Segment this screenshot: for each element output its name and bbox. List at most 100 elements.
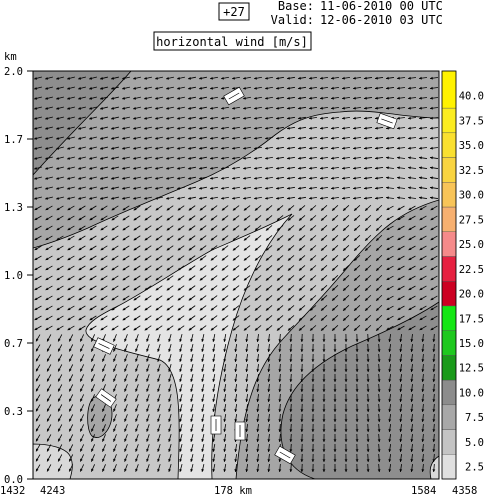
wind-arrow (407, 136, 417, 140)
wind-arrow (190, 394, 194, 402)
wind-arrow (297, 106, 307, 110)
wind-arrow (254, 305, 262, 311)
wind-arrow (221, 325, 229, 331)
wind-arrow (278, 333, 282, 343)
wind-arrow (344, 393, 348, 403)
wind-arrow (286, 186, 296, 190)
wind-arrow (353, 254, 361, 262)
wind-arrow (341, 116, 351, 120)
wind-arrow (209, 176, 219, 180)
wind-arrow (418, 176, 428, 180)
wind-arrow (210, 315, 218, 321)
y-tick-label: 0.0 (4, 474, 23, 486)
wind-arrow (289, 373, 293, 383)
wind-arrow (34, 196, 42, 200)
wind-arrow (146, 354, 150, 362)
wind-arrow (297, 196, 307, 200)
wind-arrow (399, 393, 403, 403)
wind-arrow (78, 186, 86, 190)
wind-arrow (89, 116, 97, 120)
wind-arrow (342, 295, 350, 301)
wind-arrow (144, 146, 152, 150)
wind-arrow (56, 136, 64, 140)
wind-arrow (407, 176, 417, 180)
wind-arrow (331, 225, 339, 231)
wind-arrow (89, 225, 97, 231)
wind-arrow (45, 285, 53, 291)
wind-arrow (421, 373, 425, 383)
wind-arrow (133, 156, 141, 160)
wind-arrow (231, 176, 241, 180)
wind-arrow (56, 76, 64, 80)
wind-arrow (322, 413, 326, 423)
wind-arrow (89, 245, 97, 251)
wind-arrow (231, 106, 241, 110)
wind-arrow (286, 156, 296, 160)
wind-arrow (265, 315, 273, 321)
wind-arrow (133, 176, 141, 180)
wind-arrow (364, 214, 372, 222)
wind-arrow (432, 343, 436, 353)
wind-arrow (432, 333, 436, 343)
wind-arrow (133, 205, 141, 211)
wind-arrow (45, 106, 53, 110)
base-value: 11-06-2010 00 UTC (320, 0, 443, 13)
wind-arrow (242, 96, 252, 100)
wind-arrow (407, 96, 417, 100)
wind-arrow (221, 245, 229, 251)
wind-arrow (242, 136, 252, 140)
wind-arrow (344, 403, 348, 413)
wind-arrow (199, 126, 207, 130)
wind-arrow (308, 136, 318, 140)
wind-arrow (254, 235, 262, 241)
wind-arrow (221, 205, 229, 211)
wind-arrow (311, 373, 315, 383)
wind-arrow (179, 344, 183, 352)
wind-arrow (386, 255, 394, 261)
wind-arrow (46, 414, 52, 422)
wind-arrow (297, 76, 307, 80)
wind-arrow (100, 96, 108, 100)
wind-arrow (342, 205, 350, 211)
wind-arrow (34, 255, 42, 261)
wind-arrow (46, 464, 52, 472)
wind-arrow (256, 353, 260, 363)
wind-arrow (111, 265, 119, 271)
wind-arrow (397, 255, 405, 261)
wind-arrow (179, 434, 183, 442)
wind-arrow (223, 393, 227, 403)
wind-arrow (89, 315, 97, 321)
colorbar-label: 40.0 (459, 91, 484, 103)
wind-arrow (190, 384, 194, 392)
wind-arrow (45, 96, 53, 100)
colorbar-swatch (441, 330, 457, 356)
wind-arrow (432, 373, 436, 383)
wind-arrow (275, 96, 285, 100)
wind-arrow (78, 136, 86, 140)
wind-arrow (223, 463, 227, 473)
wind-arrow (363, 76, 373, 80)
wind-arrow (122, 255, 130, 261)
wind-arrow (242, 116, 252, 120)
wind-arrow (34, 176, 42, 180)
wind-arrow (396, 116, 406, 120)
wind-arrow (135, 444, 139, 452)
wind-arrow (155, 255, 163, 261)
wind-arrow (210, 215, 218, 221)
wind-arrow (253, 166, 263, 170)
wind-arrow (418, 126, 428, 130)
wind-arrow (410, 443, 414, 453)
wind-arrow (89, 255, 97, 261)
wind-arrow (223, 413, 227, 423)
wind-arrow (146, 394, 150, 402)
wind-arrow (397, 245, 405, 251)
wind-arrow (333, 443, 337, 453)
wind-arrow (243, 315, 251, 321)
wind-arrow (234, 403, 238, 413)
wind-arrow (111, 215, 119, 221)
wind-arrow (397, 275, 405, 281)
wind-arrow (111, 106, 119, 110)
wind-arrow (234, 353, 238, 363)
wind-arrow (212, 374, 216, 382)
wind-arrow (396, 156, 406, 160)
